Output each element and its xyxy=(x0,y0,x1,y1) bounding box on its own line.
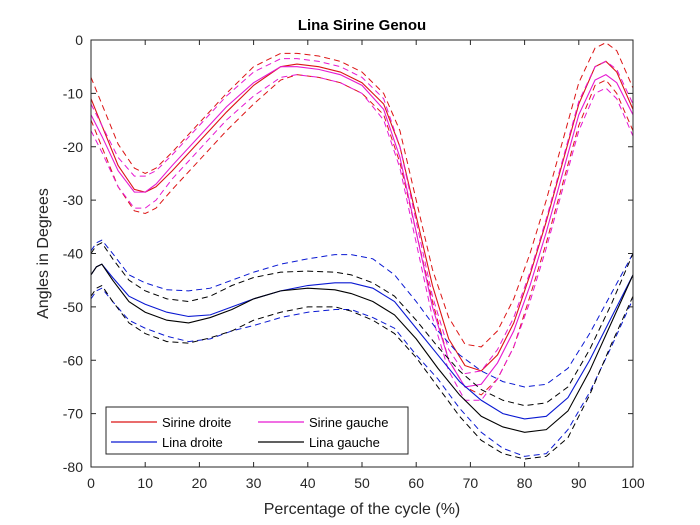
series-sirine-gauche-mean-line xyxy=(90,66,634,388)
series-lina-gauche-mean-line xyxy=(90,263,634,433)
x-tick-label: 100 xyxy=(621,475,645,491)
y-tick-label: 0 xyxy=(75,32,83,48)
series-lina-droite xyxy=(90,239,634,457)
series-lina-gauche-lower-bound xyxy=(90,284,634,460)
x-tick-label: 40 xyxy=(300,475,316,491)
y-tick-label: -80 xyxy=(63,459,83,475)
series-lina-gauche xyxy=(90,242,634,460)
y-axis-label: Angles in Degrees xyxy=(35,188,52,319)
x-tick-label: 80 xyxy=(517,475,533,491)
series-sirine-droite-upper-bound xyxy=(90,42,634,348)
series-sirine-droite-mean-line xyxy=(90,60,634,372)
y-tick-label: -40 xyxy=(63,246,83,262)
y-tick-label: -20 xyxy=(63,139,83,155)
series-lina-droite-upper-bound xyxy=(90,239,634,388)
series-lina-droite-mean-line xyxy=(90,263,634,420)
x-tick-label: 70 xyxy=(463,475,479,491)
series-sirine-droite xyxy=(90,42,634,396)
series-lina-droite-lower-bound xyxy=(90,287,634,457)
series-layer xyxy=(90,42,634,460)
plot-area xyxy=(91,40,633,467)
y-tick-label: -70 xyxy=(63,406,83,422)
legend-entry-label: Lina droite xyxy=(162,435,223,450)
x-tick-label: 50 xyxy=(354,475,370,491)
x-tick-label: 10 xyxy=(137,475,153,491)
y-tick-label: -50 xyxy=(63,299,83,315)
x-tick-label: 20 xyxy=(192,475,208,491)
legend-entry-label: Sirine gauche xyxy=(309,415,389,430)
legend-entry-label: Lina gauche xyxy=(309,435,380,450)
series-sirine-gauche-upper-bound xyxy=(90,58,634,375)
y-tick-label: -60 xyxy=(63,352,83,368)
series-sirine-gauche-lower-bound xyxy=(90,74,634,401)
legend: Sirine droite Sirine gauche Lina droite Lin… xyxy=(105,406,409,455)
y-tick-label: -30 xyxy=(63,192,83,208)
legend-entry-label: Sirine droite xyxy=(162,415,231,430)
chart-title: Lina Sirine Genou xyxy=(298,17,426,34)
x-axis-label: Percentage of the cycle (%) xyxy=(264,501,461,518)
legend-box xyxy=(105,406,409,455)
ticks-layer: 0 10 20 30 40 50 60 70 80 90 100 0 -10 -20 -30 -40 -50 -6… xyxy=(63,32,645,491)
x-tick-label: 0 xyxy=(87,475,95,491)
x-tick-label: 30 xyxy=(246,475,262,491)
x-tick-label: 90 xyxy=(571,475,587,491)
series-sirine-gauche xyxy=(90,58,634,401)
series-sirine-droite-lower-bound xyxy=(90,74,634,396)
y-tick-label: -10 xyxy=(63,85,83,101)
series-lina-gauche-upper-bound xyxy=(90,242,634,407)
x-tick-label: 60 xyxy=(408,475,424,491)
